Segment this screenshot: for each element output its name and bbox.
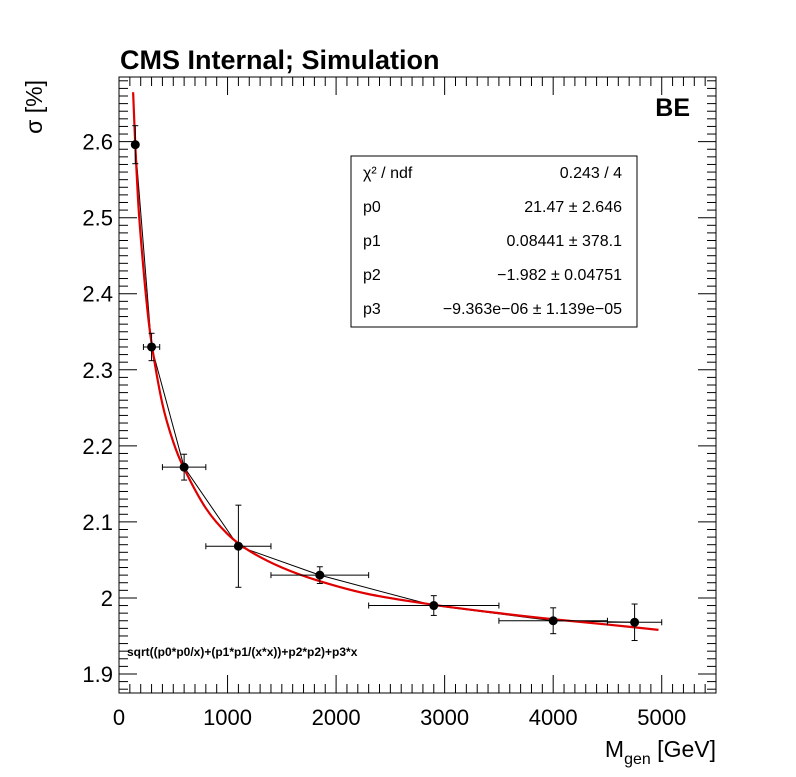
- data-point-group: [270, 566, 370, 584]
- x-tick-label: 3000: [420, 705, 469, 730]
- stats-value-p1: 0.08441 ± 378.1: [506, 233, 622, 250]
- stats-label-p1: p1: [363, 233, 381, 250]
- stats-value-p3: −9.363e−06 ± 1.139e−05: [443, 301, 622, 318]
- stats-box: χ² / ndf 0.243 / 4 p0 21.47 ± 2.646 p1 0…: [350, 155, 638, 328]
- x-axis-label-sub: gen: [624, 751, 651, 768]
- fit-curve: [132, 92, 659, 631]
- x-tick-label: 4000: [529, 705, 578, 730]
- x-tick-label: 1000: [203, 705, 252, 730]
- x-axis-label-main: M: [605, 736, 624, 762]
- stats-box-frame: [350, 155, 638, 328]
- data-point: [429, 601, 439, 611]
- stats-value-p0: 21.47 ± 2.646: [524, 199, 622, 216]
- data-connecting-line: [134, 144, 635, 623]
- stats-label-p0: p0: [363, 199, 381, 216]
- stats-label-p3: p3: [363, 301, 381, 318]
- data-point-group: [142, 332, 161, 362]
- data-point-group: [205, 504, 272, 588]
- axes-layer: 0 1000 2000 3000 4000 5000 1.9 2 2.1 2.2 2.3 2.4 2.5…: [82, 76, 717, 730]
- data-point: [233, 541, 243, 551]
- x-tick-label: 0: [113, 705, 125, 730]
- stats-value-chi2: 0.243 / 4: [560, 165, 622, 182]
- data-point: [147, 342, 157, 352]
- fit-formula: sqrt((p0*p0/x)+(p1*p1/(x*x))+p2*p2)+p3*x: [127, 645, 358, 659]
- data-point: [548, 616, 558, 626]
- y-tick-label: 2.1: [82, 510, 113, 535]
- data-point-group: [368, 595, 500, 616]
- data-point: [630, 617, 640, 627]
- stats-value-p2: −1.982 ± 0.04751: [497, 267, 622, 284]
- region-label: BE: [655, 94, 690, 122]
- data-point: [179, 462, 189, 472]
- x-axis-label: Mgen [GeV]: [605, 736, 716, 768]
- stats-label-p2: p2: [363, 267, 381, 284]
- chart-title: CMS Internal; Simulation: [120, 45, 440, 75]
- data-layer: [130, 92, 663, 642]
- y-axis-label: σ [%]: [21, 80, 47, 134]
- data-point: [130, 140, 140, 150]
- data-point-group: [161, 453, 207, 481]
- y-tick-label: 1.9: [82, 662, 113, 687]
- y-tick-label: 2.5: [82, 206, 113, 231]
- x-tick-label: 5000: [637, 705, 686, 730]
- data-point: [315, 570, 325, 580]
- x-axis-label-unit: [GeV]: [651, 736, 716, 762]
- y-tick-label: 2: [101, 586, 113, 611]
- y-tick-label: 2.4: [82, 282, 113, 307]
- data-point-group: [606, 603, 663, 642]
- y-tick-label: 2.3: [82, 358, 113, 383]
- y-tick-label: 2.2: [82, 434, 113, 459]
- data-point-group: [130, 125, 140, 165]
- y-tick-label: 2.6: [82, 130, 113, 155]
- data-point-group: [498, 607, 608, 635]
- stats-label-chi2: χ² / ndf: [363, 165, 413, 182]
- x-tick-label: 2000: [312, 705, 361, 730]
